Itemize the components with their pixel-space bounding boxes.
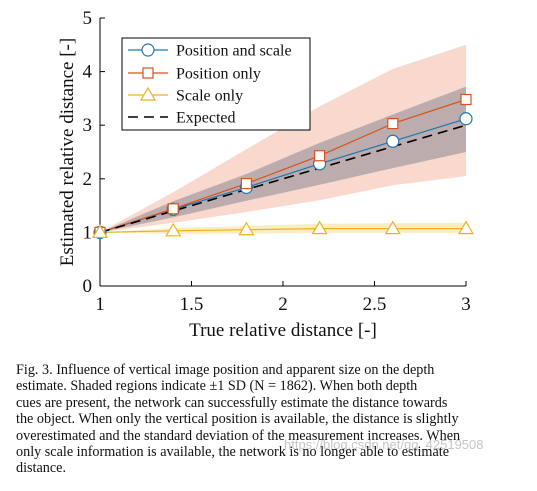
x-tick-label: 3 — [461, 294, 471, 315]
marker-square — [387, 117, 399, 130]
x-axis-title: True relative distance [-] — [189, 320, 377, 341]
y-tick-label: 3 — [83, 115, 93, 136]
marker-circle — [459, 112, 473, 126]
legend: Position and scale Position only Scale onl… — [121, 37, 311, 131]
marker-triangle — [311, 220, 328, 235]
series-line-position-only — [99, 98, 467, 233]
sd-band-scale-only — [100, 222, 466, 234]
figure-caption: Fig. 3. Influence of vertical image posi… — [16, 362, 524, 477]
y-tick-label: 1 — [83, 222, 93, 243]
watermark: https://blog.csdn.net/qq_42519508 — [284, 437, 484, 452]
caption-line: distance. — [16, 460, 67, 477]
y-tick-label: 5 — [83, 8, 93, 29]
series-markers — [91, 93, 475, 239]
marker-triangle — [238, 221, 255, 236]
y-ticks: 0 1 2 3 4 5 — [83, 8, 105, 297]
caption-line: cues are present, the network can succes… — [16, 394, 448, 411]
y-tick-label: 0 — [83, 276, 93, 297]
legend-label: Position and scale — [176, 43, 292, 60]
marker-square — [460, 93, 472, 106]
marker-square — [240, 178, 252, 190]
series-line-scale-only — [99, 228, 466, 233]
x-tick-label: 2 — [278, 294, 288, 315]
marker-circle — [386, 134, 400, 148]
marker-triangle — [384, 220, 401, 235]
legend-marker-circle — [141, 43, 155, 57]
legend-label: Expected — [176, 110, 236, 127]
x-tick-label: 1 — [95, 294, 105, 315]
caption-line: the object. When only the vertical posit… — [16, 411, 459, 428]
legend-marker-square — [142, 67, 154, 79]
y-tick-label: 2 — [83, 169, 93, 190]
marker-triangle — [165, 222, 182, 237]
legend-label: Position only — [176, 66, 261, 83]
x-tick-label: 1.5 — [180, 294, 204, 315]
marker-triangle — [457, 220, 475, 235]
x-ticks: 1 1.5 2 2.5 3 — [95, 281, 471, 315]
sd-band-position-and-scale — [100, 86, 466, 233]
caption-line: overestimated and the standard deviation… — [16, 427, 461, 444]
sd-bands — [100, 44, 466, 234]
marker-triangle — [91, 224, 109, 238]
y-axis-title: Estimated relative distance [-] — [57, 38, 78, 266]
caption-line: Fig. 3. Influence of vertical image posi… — [16, 362, 435, 378]
legend-marker-triangle — [139, 86, 157, 101]
x-tick-label: 2.5 — [363, 294, 387, 315]
legend-label: Scale only — [176, 88, 243, 105]
caption-line: only scale information is available, the… — [16, 444, 449, 461]
sd-band-position-only — [100, 44, 466, 233]
y-tick-label: 4 — [83, 62, 93, 83]
marker-square — [167, 203, 179, 215]
series-lines — [99, 98, 467, 234]
caption-line: estimate. Shaded regions indicate ±1 SD … — [16, 378, 418, 395]
marker-square — [314, 150, 326, 162]
